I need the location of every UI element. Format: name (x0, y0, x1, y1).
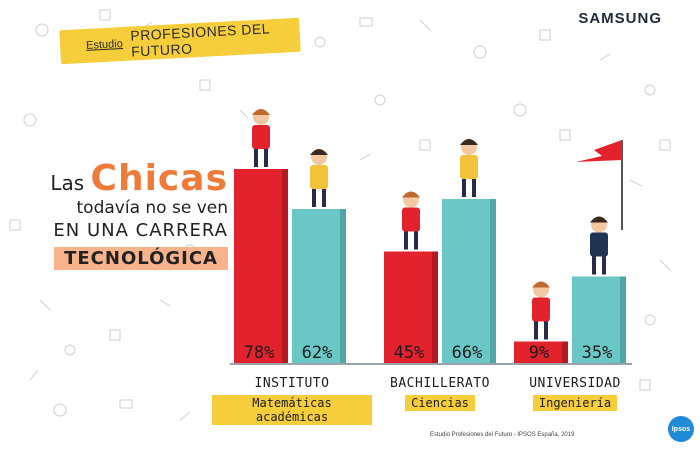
ipsos-logo: Ipsos (668, 416, 694, 442)
category-sublabel: Ciencias (405, 395, 475, 411)
category-label: UNIVERSIDAD (529, 376, 621, 391)
student-figure-boy (460, 139, 478, 197)
bar-value-label: 45% (394, 343, 425, 363)
bar-universidad-boys (572, 276, 626, 364)
bar-instituto-boys (292, 209, 346, 364)
bar-value-label: 66% (452, 343, 483, 363)
headline-word-las: Las (50, 171, 85, 195)
bar-shade (490, 199, 496, 364)
bar-universidad-girls (514, 341, 568, 364)
headline-line-3: EN UNA CARRERA (53, 219, 228, 241)
samsung-logo: SAMSUNG (578, 10, 662, 27)
category-label: INSTITUTO (254, 376, 330, 391)
bar-bachillerato-girls (384, 251, 438, 364)
headline-word-chicas: Chicas (90, 158, 228, 199)
bar-shade (620, 276, 626, 364)
flag-icon (576, 140, 623, 230)
student-figure-boy (310, 149, 328, 207)
category-universidad: UNIVERSIDAD Ingeniería (510, 376, 640, 411)
category-sublabel: Ingeniería (532, 395, 618, 411)
student-figure-boy (590, 216, 608, 275)
bar-shade (562, 341, 568, 364)
category-label: BACHILLERATO (390, 376, 490, 391)
bar-value-label: 78% (244, 343, 275, 363)
headline: Las Chicas todavía no se ven EN UNA CARR… (28, 160, 228, 270)
category-sublabel: Matemáticas académicas (212, 395, 372, 425)
bar-value-label: 35% (582, 343, 613, 363)
bar-value-label: 62% (302, 343, 333, 363)
bar-shade (340, 209, 346, 364)
headline-line-4: TECNOLÓGICA (54, 246, 228, 270)
source-note: Estudio Profesiones del Futuro - IPSOS E… (430, 432, 575, 438)
category-bachillerato: BACHILLERATO Ciencias (370, 376, 510, 411)
bar-value-label: 9% (529, 343, 549, 363)
bar-shade (432, 251, 438, 364)
headline-line-2: todavía no se ven (76, 197, 228, 218)
headline-line-1: Las Chicas (28, 160, 228, 198)
bars-group: 78% 62% 45% 66% 9% 35% (234, 169, 626, 364)
category-instituto: INSTITUTO Matemáticas académicas (212, 376, 372, 425)
bar-shade (282, 169, 288, 364)
student-figure-girl (402, 191, 420, 250)
student-figure-girl (532, 281, 550, 340)
student-figure-girl (252, 109, 270, 167)
bar-instituto-girls (234, 169, 288, 364)
illustrated-figures (252, 109, 623, 340)
bar-bachillerato-boys (442, 199, 496, 364)
